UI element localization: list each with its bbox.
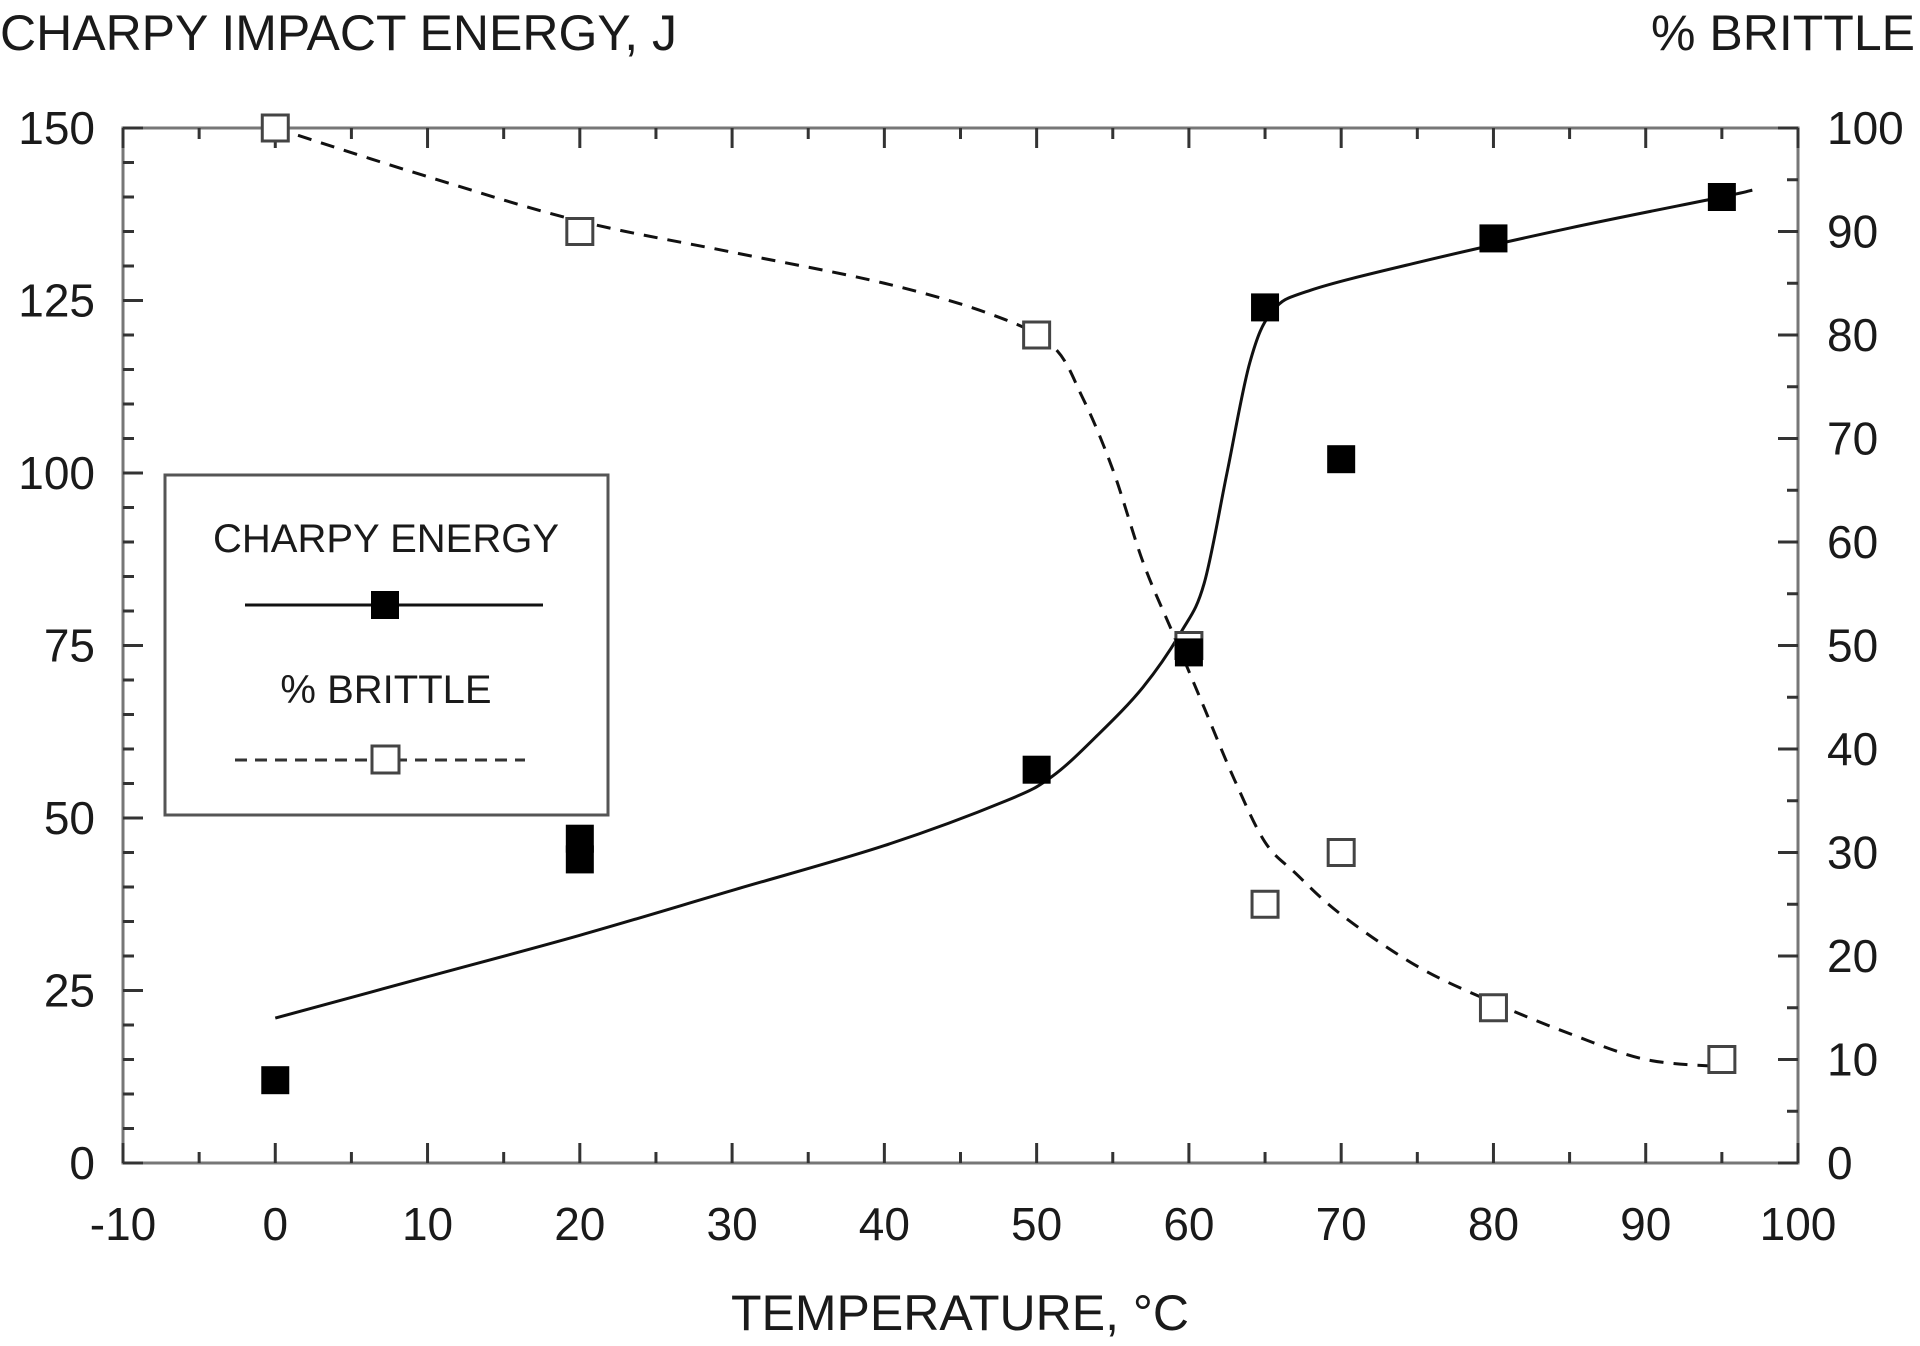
y-right-tick-label: 50 [1827,620,1878,672]
left-axis-title: CHARPY IMPACT ENERGY, J [0,5,677,61]
y-left-tick-label: 125 [18,275,95,327]
charpy-energy-point [261,1066,290,1095]
x-axis-title: TEMPERATURE, °C [731,1285,1189,1341]
x-tick-label: 60 [1163,1198,1214,1250]
x-tick-label: 30 [707,1198,758,1250]
y-left-tick-label: 100 [18,447,95,499]
x-tick-label: 40 [859,1198,910,1250]
x-tick-label: 20 [554,1198,605,1250]
x-tick-label: 10 [402,1198,453,1250]
y-right-tick-label: 40 [1827,723,1878,775]
charpy-energy-point [1479,224,1508,253]
y-left-tick-label: 150 [18,102,95,154]
y-right-tick-label: 60 [1827,516,1878,568]
percent-brittle-point [1250,889,1280,919]
legend-marker-percent-brittle [370,744,401,775]
right-axis-title: % BRITTLE [1651,5,1915,61]
y-right-tick-label: 20 [1827,930,1878,982]
x-tick-label: 100 [1760,1198,1837,1250]
percent-brittle-point [1326,838,1356,867]
legend-marker-charpy-energy [371,591,399,619]
charpy-energy-point [1707,183,1736,211]
charpy-energy-curve [274,188,1753,1020]
curves-layer [274,126,1753,1069]
charpy-energy-point [1251,293,1280,322]
charpy-energy-point [1022,755,1051,784]
x-tick-label: 90 [1620,1198,1671,1250]
y-right-tick-label: 30 [1827,827,1878,879]
x-tick-label: -10 [90,1198,156,1250]
y-right-tick-label: 80 [1827,309,1878,361]
x-tick-label: 80 [1468,1198,1519,1250]
charpy-energy-point [1174,638,1203,667]
legend-label-charpy-energy: CHARPY ENERGY [213,517,559,561]
legend-label-percent-brittle: % BRITTLE [280,668,491,712]
x-tick-label: 0 [262,1198,288,1250]
y-left-tick-label: 50 [44,792,95,844]
x-tick-label: 70 [1316,1198,1367,1250]
percent-brittle-point [565,217,595,246]
charpy-energy-point [565,845,594,874]
percent-brittle-point [1478,993,1508,1023]
y-left-tick-label: 25 [44,965,95,1017]
legend: CHARPY ENERGY % BRITTLE [163,473,610,817]
x-tick-label: 50 [1011,1198,1062,1250]
y-left-tick-label: 75 [44,620,95,672]
y-right-tick-label: 90 [1827,206,1878,258]
percent-brittle-point [1707,1045,1737,1074]
percent-brittle-curve [274,126,1723,1069]
charpy-energy-point [1327,445,1356,474]
y-right-tick-label: 0 [1827,1137,1853,1189]
y-right-tick-label: 10 [1827,1034,1878,1086]
percent-brittle-point [1022,320,1052,350]
tick-layer: -10 0 10 20 30 40 50 60 70 80 90 100025507510012515… [18,102,1904,1250]
y-right-tick-label: 100 [1827,102,1904,154]
y-left-tick-label: 0 [69,1137,95,1189]
y-right-tick-label: 70 [1827,413,1878,465]
percent-brittle-point [260,113,290,143]
markers-layer [260,113,1737,1095]
